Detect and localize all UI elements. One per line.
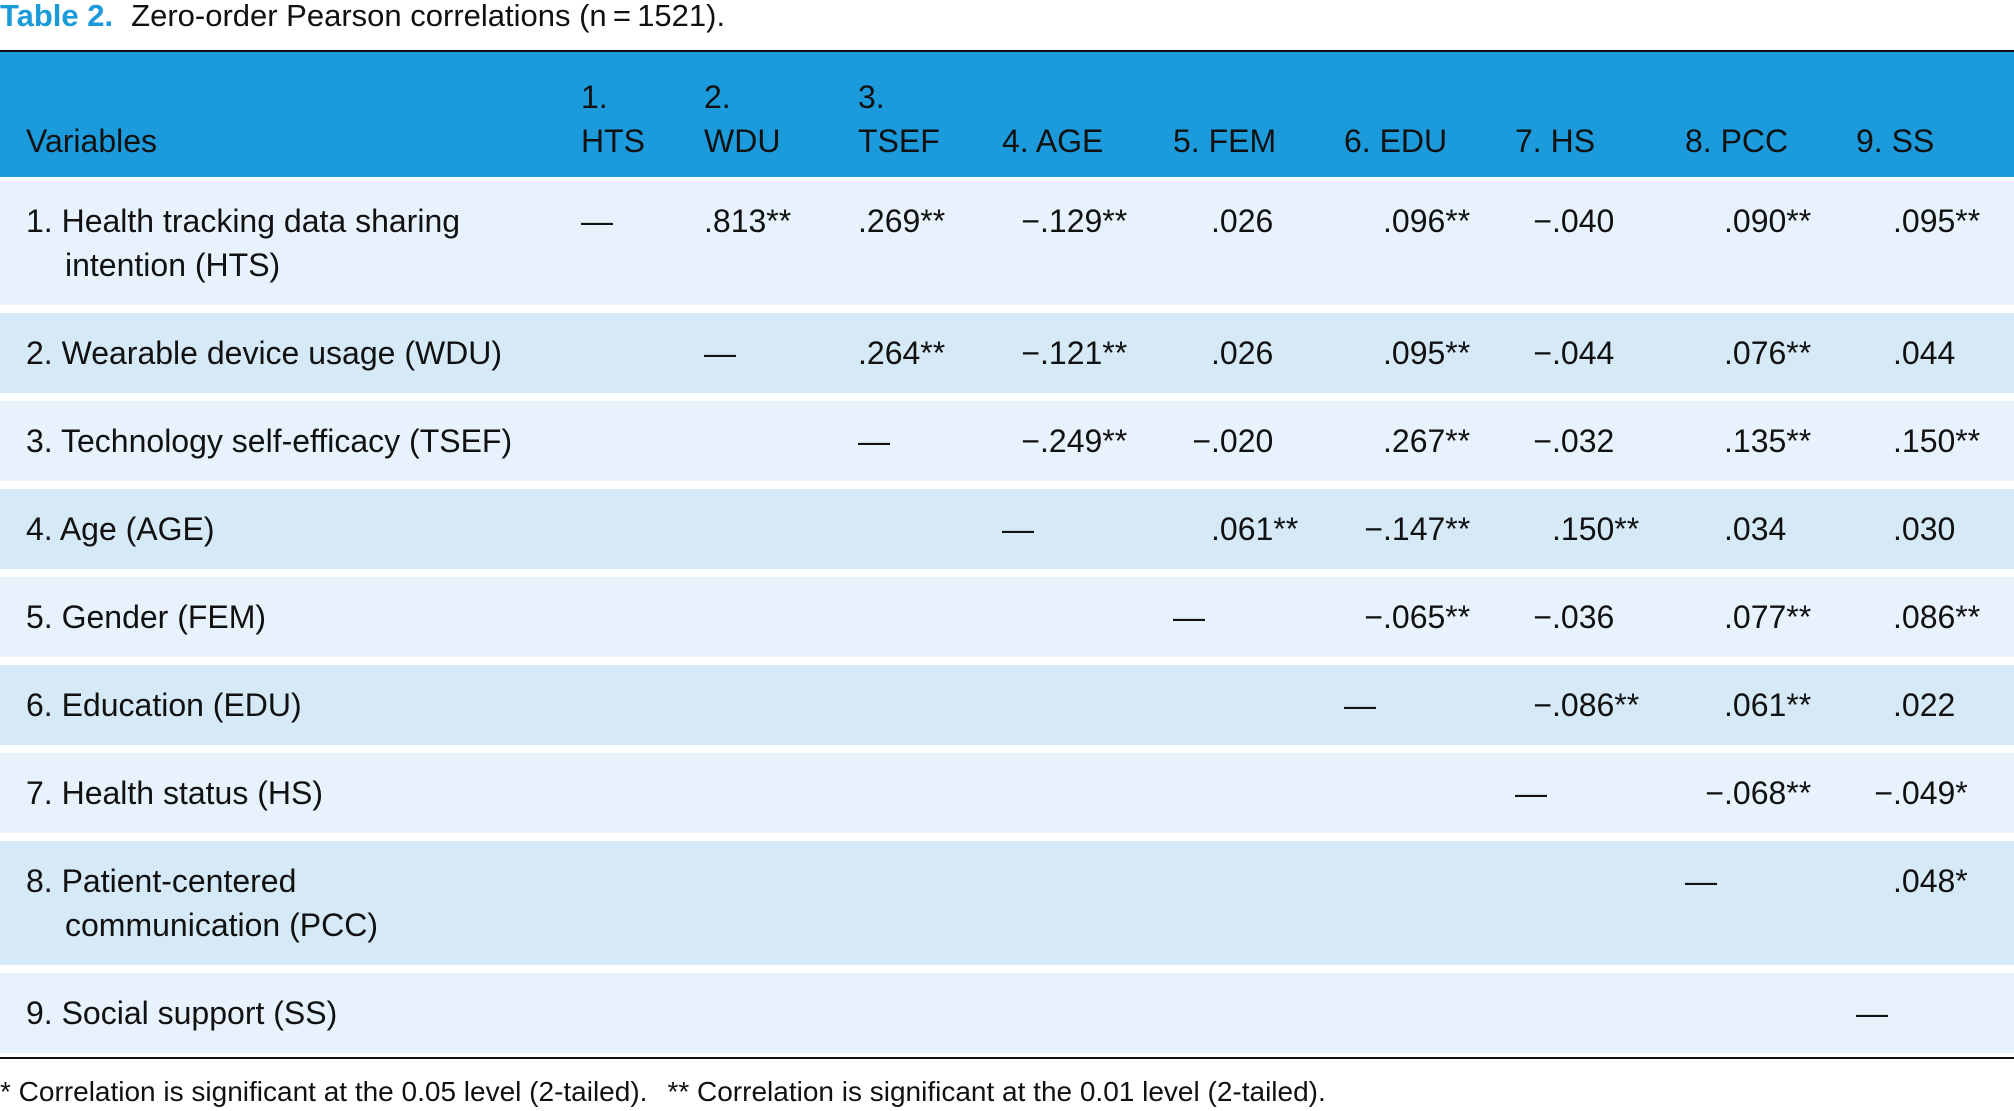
table-row: 4. Age (AGE) — .061** −.147** .150** .034 .030 (0, 489, 2014, 569)
table-cell: — (858, 423, 890, 459)
column-header: 9. SS (1856, 123, 1935, 159)
table-row: 7. Health status (HS) — −.068** −.049* (0, 753, 2014, 833)
table-cell: .048* (1893, 863, 1968, 899)
table-cell: .044 (1893, 335, 1956, 371)
table-header: Variables 1. HTS 2. WDU 3. TSEF 4. AGE 5. FEM… (0, 52, 2014, 177)
table-cell: .150** (1552, 511, 1640, 547)
column-header: 7. HS (1515, 123, 1596, 159)
table-cell: .061** (1724, 687, 1812, 723)
table-cell: .077** (1724, 599, 1812, 635)
row-label: 7. Health status (HS) (26, 775, 323, 811)
row-label: 5. Gender (FEM) (26, 599, 267, 635)
table-body: 1. Health tracking data sharing intentio… (0, 177, 2014, 1057)
column-header: 3. TSEF (858, 79, 940, 159)
footnote: * Correlation is significant at the 0.05… (0, 1076, 648, 1107)
table-cell: — (1173, 599, 1205, 635)
row-label: 2. Wearable device usage (WDU) (26, 335, 503, 371)
caption-text: Zero-order Pearson correlations (n = 152… (131, 0, 726, 33)
table-cell: −.068** (1705, 775, 1812, 811)
row-label: 6. Education (EDU) (26, 687, 302, 723)
table-cell: — (704, 335, 736, 371)
table-cell: −.032 (1533, 423, 1615, 459)
table-cell: −.065** (1364, 599, 1471, 635)
table-cell: .269** (858, 203, 946, 239)
table-cell: −.249** (1021, 423, 1128, 459)
row-label: 8. Patient-centered communication (PCC) (26, 863, 378, 943)
column-header: 2. WDU (704, 79, 781, 159)
table-cell: .026 (1211, 203, 1274, 239)
table-cell: .095** (1383, 335, 1471, 371)
table-row: 2. Wearable device usage (WDU) — .264** −.1… (0, 313, 2014, 393)
row-label: 9. Social support (SS) (26, 995, 338, 1031)
table-cell: .022 (1893, 687, 1956, 723)
table-cell: .034 (1724, 511, 1787, 547)
column-header: 5. FEM (1173, 123, 1277, 159)
column-header: 1. HTS (581, 79, 645, 159)
table-row: 5. Gender (FEM) — −.065** −.036 .077** .086** (0, 577, 2014, 657)
table-cell: −.121** (1021, 335, 1128, 371)
table-row: 3. Technology self-efficacy (TSEF) — −.249… (0, 401, 2014, 481)
row-label: 3. Technology self-efficacy (TSEF) (26, 423, 513, 459)
table-cell: −.129** (1021, 203, 1128, 239)
table-cell: .090** (1724, 203, 1812, 239)
table-cell: — (1685, 863, 1717, 899)
column-header: 6. EDU (1344, 123, 1448, 159)
table-row: 6. Education (EDU) — −.086** .061** .022 (0, 665, 2014, 745)
table-cell: .813** (704, 203, 792, 239)
table-cell: .267** (1383, 423, 1471, 459)
table-cell: −.036 (1533, 599, 1615, 635)
table-cell: — (581, 203, 613, 239)
footnote: ** Correlation is significant at the 0.0… (667, 1076, 1326, 1107)
caption-label: Table 2. (0, 0, 114, 33)
table-cell: .086** (1893, 599, 1981, 635)
row-header: Variables (26, 123, 158, 159)
table-cell: — (1344, 687, 1376, 723)
table-cell: −.040 (1533, 203, 1615, 239)
table-row: 1. Health tracking data sharing intentio… (0, 181, 2014, 305)
row-label: 4. Age (AGE) (26, 511, 215, 547)
table: Variables 1. HTS 2. WDU 3. TSEF 4. AGE 5. FEM… (0, 50, 2014, 1059)
table-cell: .150** (1893, 423, 1981, 459)
table-cell: −.086** (1533, 687, 1640, 723)
table-row: 8. Patient-centered communication (PCC) —… (0, 841, 2014, 965)
table-cell: — (1515, 775, 1547, 811)
table-cell: .096** (1383, 203, 1471, 239)
column-header: 4. AGE (1002, 123, 1104, 159)
table-cell: .076** (1724, 335, 1812, 371)
row-label: 1. Health tracking data sharing intentio… (26, 203, 461, 283)
table-cell: — (1002, 511, 1034, 547)
table-cell: −.147** (1364, 511, 1471, 547)
table-row: 9. Social support (SS) — (0, 973, 2014, 1053)
table-cell: .061** (1211, 511, 1299, 547)
table-cell: −.020 (1192, 423, 1274, 459)
table-cell: — (1856, 995, 1888, 1031)
footnotes: * Correlation is significant at the 0.05… (0, 1074, 1326, 1110)
table-cell: .095** (1893, 203, 1981, 239)
table-cell: .026 (1211, 335, 1274, 371)
column-header: 8. PCC (1685, 123, 1789, 159)
caption: Table 2. Zero-order Pearson correlations … (0, 0, 725, 48)
table-cell: −.049* (1874, 775, 1968, 811)
table-cell: −.044 (1533, 335, 1615, 371)
table-cell: .030 (1893, 511, 1956, 547)
table-cell: .264** (858, 335, 946, 371)
table-cell: .135** (1724, 423, 1812, 459)
